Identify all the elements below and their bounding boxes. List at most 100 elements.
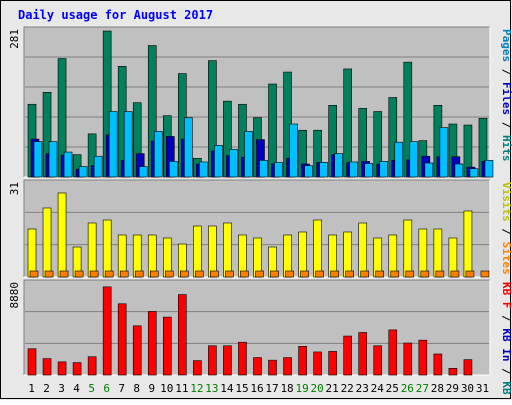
bar-kbytes-kb-f-day-10 (162, 316, 172, 376)
bar-sites-visits-day-23 (358, 222, 368, 278)
x-tick-label-day-27: 27 (416, 382, 429, 395)
x-tick-label-day-3: 3 (58, 382, 65, 395)
bar-sites-sites-day-19 (300, 270, 309, 278)
bar-sites-sites-day-22 (345, 270, 354, 278)
x-tick-label-day-17: 17 (265, 382, 278, 395)
x-tick-label-day-13: 13 (205, 382, 218, 395)
x-tick-label-day-24: 24 (371, 382, 385, 395)
bar-sites-sites-day-6 (104, 270, 114, 278)
x-tick-label-day-20: 20 (311, 382, 324, 395)
bar-sites-sites-day-30 (465, 270, 475, 278)
bar-sites-sites-day-12 (195, 270, 204, 278)
legend-entry: Visits (500, 182, 512, 222)
bar-hits-pages-day-14 (229, 149, 238, 178)
bar-sites-sites-day-27 (420, 270, 430, 278)
bar-sites-sites-day-3 (59, 270, 69, 278)
bar-hits-pages-day-2 (48, 141, 58, 178)
legend-entry: KB F (500, 282, 512, 309)
bar-kbytes-kb-f-day-2 (42, 358, 52, 376)
legend-entry: KB Out (500, 381, 512, 400)
bar-sites-sites-day-15 (240, 270, 249, 278)
x-tick-label-day-23: 23 (356, 382, 369, 395)
bar-hits-pages-day-30 (469, 168, 479, 178)
x-tick-label-day-30: 30 (461, 382, 474, 395)
bar-kbytes-kb-f-day-7 (117, 303, 127, 376)
x-tick-label-day-28: 28 (431, 382, 444, 395)
bar-sites-visits-day-2 (42, 207, 52, 278)
bar-sites-sites-day-1 (29, 270, 39, 278)
bar-kbytes-kb-f-day-4 (72, 362, 82, 376)
bar-hits-pages-day-11 (184, 117, 193, 178)
bar-hits-pages-day-4 (78, 166, 88, 178)
bar-sites-sites-day-29 (450, 270, 460, 278)
bar-sites-sites-day-7 (119, 270, 129, 278)
bar-sites-visits-day-26 (403, 219, 413, 278)
x-tick-label-day-12: 12 (190, 382, 203, 395)
bar-sites-sites-day-14 (225, 270, 234, 278)
x-tick-label-day-22: 22 (341, 382, 354, 395)
bar-kbytes-kb-f-day-6 (102, 286, 112, 376)
x-tick-label-day-9: 9 (148, 382, 155, 395)
bar-kbytes-kb-f-day-13 (208, 345, 217, 376)
bar-hits-pages-day-5 (93, 155, 103, 178)
panel-sites-bevel-dark (23, 179, 490, 277)
bar-sites-visits-day-12 (193, 225, 202, 278)
legend-entry: / (500, 62, 512, 82)
panel-hits-bevel-dark (23, 26, 490, 177)
legend-entry: / (500, 222, 512, 242)
bar-sites-visits-day-27 (418, 228, 428, 278)
bar-hits-pages-day-7 (123, 111, 133, 178)
bar-sites-sites-day-2 (44, 270, 54, 278)
bar-hits-pages-day-25 (394, 141, 404, 178)
bar-kbytes-kb-f-day-16 (253, 357, 262, 376)
bar-sites-sites-day-17 (270, 270, 279, 278)
bar-sites-visits-day-14 (223, 222, 232, 278)
x-tick-label-day-21: 21 (326, 382, 339, 395)
chart-title: Daily usage for August 2017 (18, 8, 213, 22)
bar-kbytes-kb-f-day-8 (132, 325, 142, 376)
bar-hits-pages-day-18 (289, 123, 298, 178)
bar-kbytes-kb-f-day-14 (223, 345, 232, 376)
bar-kbytes-kb-f-day-19 (298, 346, 307, 376)
bar-sites-sites-day-16 (255, 270, 264, 278)
bar-sites-sites-day-23 (360, 270, 370, 278)
legend-entry: Files (500, 82, 512, 115)
x-tick-label-day-1: 1 (28, 382, 35, 395)
bar-sites-sites-day-18 (285, 270, 294, 278)
bar-hits-pages-day-6 (108, 111, 118, 178)
legend-entry: Sites (500, 242, 512, 275)
x-tick-label-day-4: 4 (73, 382, 80, 395)
bar-sites-sites-day-10 (164, 270, 174, 278)
bar-hits-pages-day-3 (63, 151, 73, 178)
x-tick-label-day-16: 16 (250, 382, 263, 395)
bar-sites-visits-day-30 (463, 210, 473, 278)
bar-kbytes-kb-f-day-30 (463, 359, 473, 376)
legend-entry: / (500, 115, 512, 135)
bar-hits-hits-day-22 (343, 68, 352, 178)
x-tick-label-day-8: 8 (133, 382, 140, 395)
bar-sites-sites-day-8 (134, 270, 144, 278)
bar-sites-visits-day-1 (27, 228, 37, 278)
bar-kbytes-kb-f-day-18 (283, 357, 292, 376)
bar-hits-pages-day-13 (214, 145, 223, 178)
bar-sites-sites-day-24 (375, 270, 385, 278)
x-tick-label-day-25: 25 (386, 382, 399, 395)
legend-entry: KB In (500, 328, 512, 361)
bar-hits-pages-day-29 (454, 163, 464, 178)
x-tick-label-day-15: 15 (235, 382, 248, 395)
panel-hits-side-legend: Pages / Files / Hits (500, 29, 512, 162)
bar-sites-visits-day-19 (298, 231, 307, 278)
panel-kbytes-ymax-label: 8880 (8, 282, 21, 309)
bar-kbytes-kb-f-day-11 (178, 294, 187, 376)
bar-sites-sites-day-4 (74, 270, 84, 278)
x-tick-label-day-6: 6 (103, 382, 110, 395)
bar-kbytes-kb-f-day-29 (448, 368, 458, 376)
bar-hits-pages-day-15 (244, 130, 253, 178)
bar-sites-sites-day-20 (315, 270, 324, 278)
bar-hits-pages-day-24 (379, 161, 389, 178)
bar-hits-pages-day-10 (168, 161, 178, 178)
panel-hits-ymax-label: 281 (8, 29, 21, 49)
bar-sites-visits-day-13 (208, 225, 217, 278)
bar-hits-pages-day-26 (409, 141, 419, 178)
